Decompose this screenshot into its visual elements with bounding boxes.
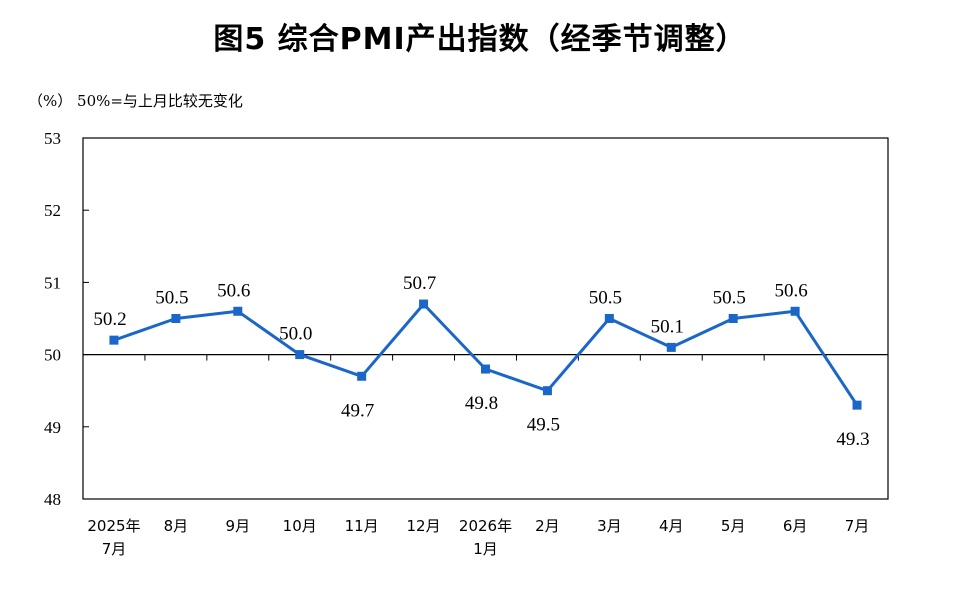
data-point bbox=[109, 335, 119, 345]
data-point bbox=[604, 314, 614, 323]
y-tick-label: 48 bbox=[44, 490, 61, 509]
x-tick-label: 7月 bbox=[845, 517, 870, 535]
y-tick-label: 50 bbox=[44, 346, 61, 365]
data-point bbox=[728, 314, 738, 323]
x-tick-label: 12月 bbox=[407, 517, 441, 535]
data-label: 50.7 bbox=[403, 273, 436, 294]
data-point bbox=[666, 342, 676, 352]
x-tick-label: 3月 bbox=[597, 517, 622, 535]
x-tick-label: 2月 bbox=[535, 517, 560, 535]
data-point bbox=[419, 299, 429, 309]
x-tick-label: 11月 bbox=[345, 517, 379, 535]
data-label: 49.8 bbox=[465, 393, 498, 414]
x-tick-label: 6月 bbox=[783, 517, 808, 535]
x-tick-label: 5月 bbox=[721, 517, 746, 535]
x-tick-label: 7月 bbox=[102, 540, 127, 558]
unit-note: （%） 50%=与上月比较无变化 bbox=[28, 92, 243, 110]
data-label: 49.3 bbox=[836, 429, 869, 450]
plot-frame bbox=[82, 137, 889, 500]
data-label: 49.7 bbox=[341, 400, 374, 421]
data-label: 50.6 bbox=[217, 280, 250, 301]
data-point bbox=[233, 306, 243, 316]
data-point bbox=[481, 364, 490, 374]
x-tick-label: 10月 bbox=[283, 517, 317, 535]
y-tick-label: 51 bbox=[44, 273, 61, 292]
y-tick-label: 53 bbox=[44, 129, 61, 148]
x-tick-label: 9月 bbox=[226, 517, 251, 535]
data-point bbox=[295, 350, 305, 360]
data-point bbox=[171, 314, 181, 323]
x-tick-label: 2025年 bbox=[87, 517, 140, 535]
data-label: 50.1 bbox=[651, 316, 684, 337]
x-tick-label: 2026年 bbox=[459, 517, 512, 535]
data-label: 50.5 bbox=[155, 288, 188, 309]
data-label: 50.5 bbox=[589, 288, 622, 309]
data-point bbox=[357, 371, 367, 381]
x-tick-label: 4月 bbox=[659, 517, 684, 535]
data-label: 50.5 bbox=[713, 288, 746, 309]
y-tick-label: 49 bbox=[44, 418, 61, 437]
data-label: 50.2 bbox=[93, 309, 126, 330]
data-point bbox=[790, 306, 800, 316]
x-tick-label: 8月 bbox=[164, 517, 189, 535]
data-label: 49.5 bbox=[527, 415, 560, 436]
data-point bbox=[542, 386, 552, 396]
chart-title: 图5 综合PMI产出指数（经季节调整） bbox=[213, 22, 747, 57]
data-point bbox=[852, 400, 862, 410]
data-label: 50.6 bbox=[774, 280, 807, 301]
data-label: 50.0 bbox=[279, 324, 312, 345]
x-tick-label: 1月 bbox=[473, 540, 498, 558]
y-tick-label: 52 bbox=[44, 201, 61, 220]
